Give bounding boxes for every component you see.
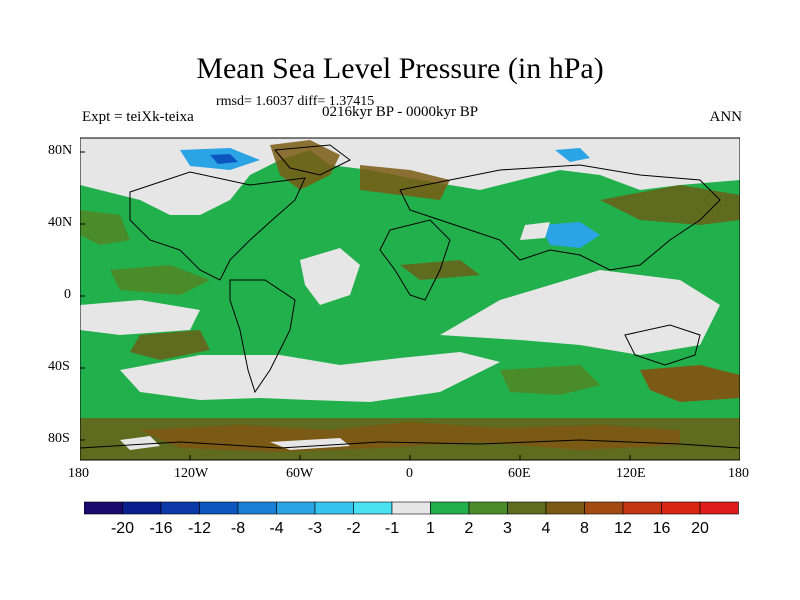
- legend-swatch: [160, 501, 200, 515]
- season-label: ANN: [709, 109, 743, 125]
- coastline-greenland: [274, 144, 351, 176]
- legend-swatch: [622, 501, 662, 515]
- legend-swatch: [199, 501, 239, 515]
- legend-swatch: [699, 501, 739, 515]
- field-region-asia-light: [520, 222, 550, 240]
- coastline-north-america: [129, 171, 306, 281]
- legend-swatch: [314, 501, 354, 515]
- lon-label-60w: 60W: [286, 466, 314, 481]
- legend-label: -3: [308, 520, 322, 537]
- field-region-greenland-ridge: [270, 140, 340, 190]
- lon-label-0: 0: [406, 466, 413, 481]
- legend-label: -2: [346, 520, 360, 537]
- lat-tick-marks: [80, 151, 631, 460]
- legend-swatch: [468, 501, 508, 515]
- legend-label: 4: [542, 520, 551, 537]
- field-region-tibet-negative: [540, 222, 600, 248]
- lat-label-0: 0: [64, 287, 71, 302]
- legend-swatch: [391, 501, 431, 515]
- legend-swatch: [430, 501, 470, 515]
- coastlines: [80, 144, 740, 449]
- legend-swatch: [507, 501, 547, 515]
- legend-label: 8: [580, 520, 589, 537]
- lon-label-120w: 120W: [174, 466, 209, 481]
- field-region-west-north: [80, 210, 130, 245]
- lat-label-80s: 80S: [48, 431, 70, 446]
- legend-swatch: [661, 501, 701, 515]
- field-region-southern-light: [120, 352, 500, 402]
- map-field: [80, 138, 740, 460]
- legend-label: 2: [465, 520, 474, 537]
- field-region-atlantic-ridge: [360, 165, 450, 200]
- period-label: 0216kyr BP - 0000kyr BP: [322, 104, 479, 120]
- lon-label-120e: 120E: [616, 466, 646, 481]
- field-region-antarctic-high: [140, 422, 680, 452]
- lat-label-80n: 80N: [48, 143, 73, 158]
- coastline-antarctica: [80, 439, 740, 449]
- field-region-south-indian: [500, 365, 600, 395]
- legend-label: -1: [385, 520, 399, 537]
- lat-label-40n: 40N: [48, 215, 73, 230]
- field-region-arctic-strong-negative: [210, 154, 238, 164]
- lon-label-60e: 60E: [508, 466, 531, 481]
- lon-label-180e: 180: [728, 466, 749, 481]
- color-legend-swatches: [84, 501, 739, 515]
- legend-label: -16: [149, 520, 172, 537]
- legend-label: -4: [269, 520, 283, 537]
- field-region-atlantic-light: [300, 248, 360, 305]
- field-region-south-pacific-high: [640, 365, 740, 402]
- field-region-indian-light: [440, 270, 720, 355]
- field-region-south-pacific-olive: [130, 330, 210, 360]
- experiment-label: Expt = teiXk-teixa: [82, 109, 194, 125]
- legend-swatch: [545, 501, 585, 515]
- legend-swatch: [237, 501, 277, 515]
- coastline-australia: [624, 324, 701, 366]
- rmsd-diff-stats: rmsd= 1.6037 diff= 1.37415: [216, 94, 375, 109]
- field-region-antarctic-light-1: [120, 436, 160, 450]
- legend-swatch: [122, 501, 162, 515]
- field-region-pacific-light: [80, 300, 200, 335]
- coastline-eurasia: [399, 164, 721, 271]
- legend-label: 20: [691, 520, 709, 537]
- legend-label: -8: [231, 520, 245, 537]
- pressure-map: [80, 137, 740, 461]
- color-legend-labels: -20 -16 -12 -8 -4 -3 -2 -1 1 2 3 4 8 12 16 20: [111, 520, 709, 537]
- lon-label-180w: 180: [68, 466, 89, 481]
- coastline-south-america: [229, 279, 296, 394]
- color-legend: -20 -16 -12 -8 -4 -3 -2 -1 1 2 3 4 8 12 16 20: [84, 501, 739, 537]
- lat-label-40s: 40S: [48, 359, 70, 374]
- legend-swatch: [584, 501, 624, 515]
- legend-label: -12: [188, 520, 211, 537]
- page-title: Mean Sea Level Pressure (in hPa): [196, 52, 604, 85]
- legend-label: 1: [426, 520, 435, 537]
- legend-swatch: [276, 501, 316, 515]
- field-region-siberia-negative: [555, 148, 590, 162]
- legend-label: 16: [653, 520, 671, 537]
- legend-swatch: [353, 501, 393, 515]
- legend-label: 3: [503, 520, 512, 537]
- coastline-africa: [379, 219, 451, 301]
- legend-label: 12: [614, 520, 632, 537]
- legend-label: -20: [111, 520, 134, 537]
- field-region-pacific-dark: [110, 265, 210, 295]
- legend-swatch: [84, 501, 123, 515]
